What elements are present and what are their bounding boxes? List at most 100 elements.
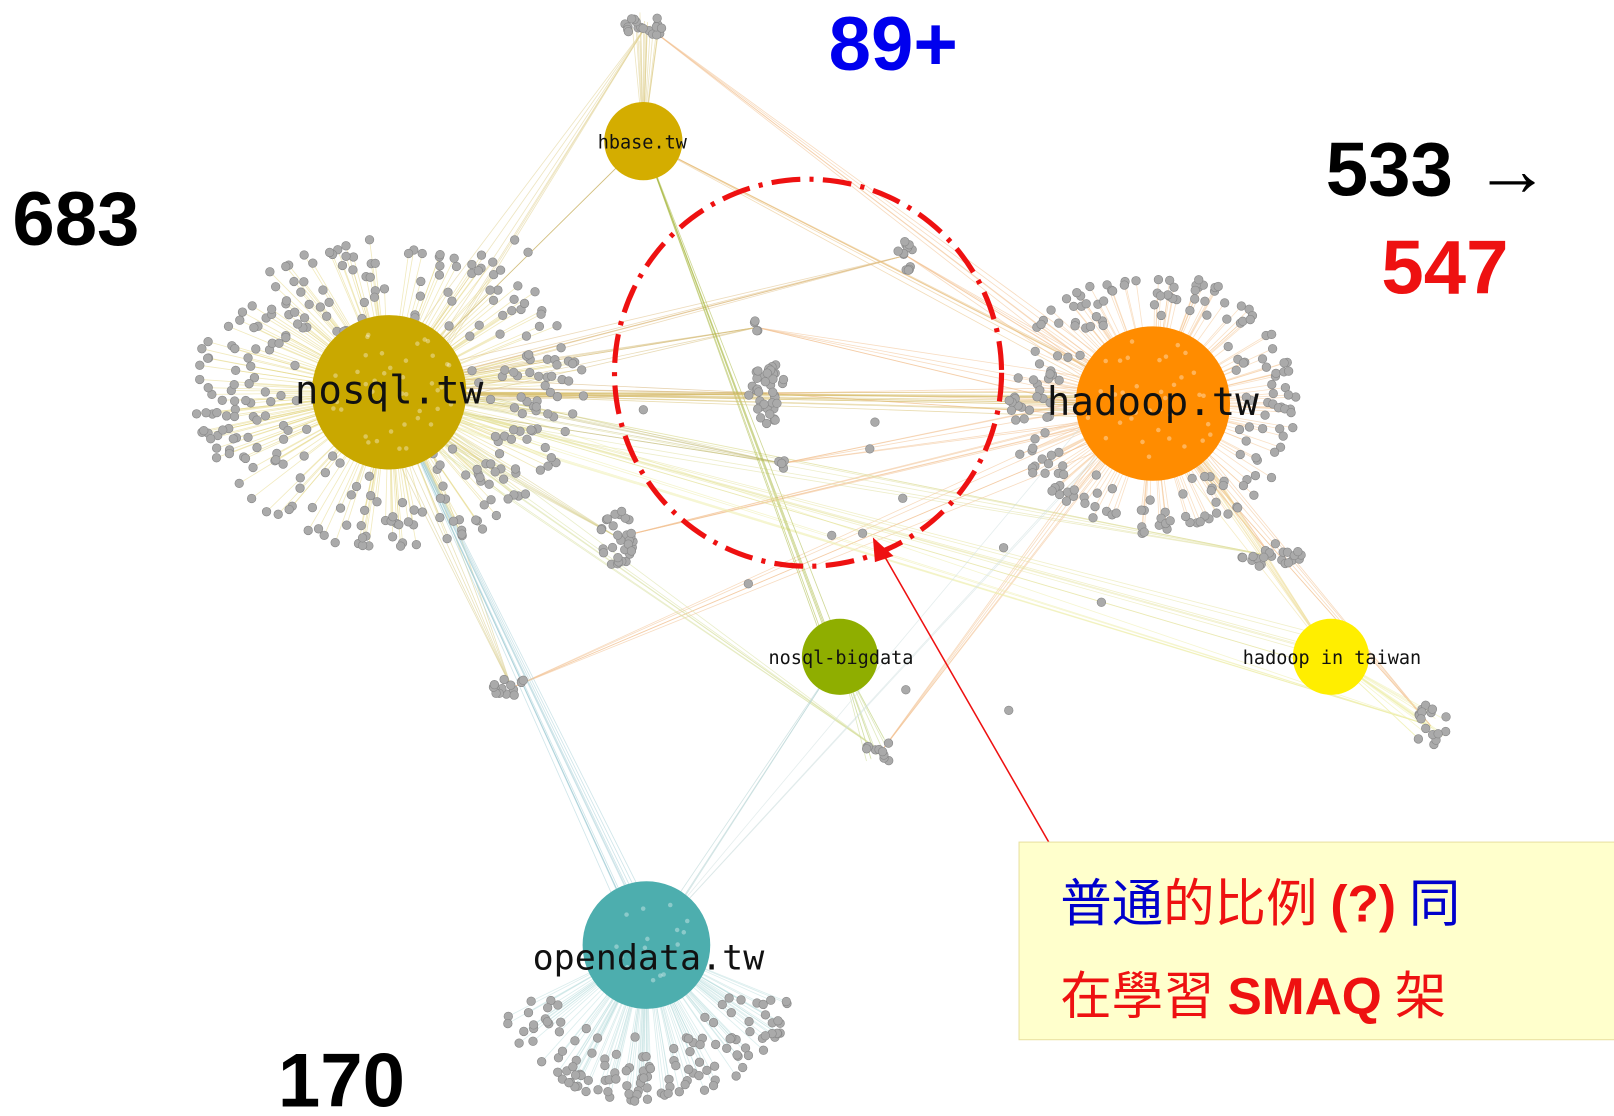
count-label: 533 → — [1326, 128, 1550, 213]
leaf-dot — [1258, 423, 1268, 434]
leaf-dot — [364, 235, 375, 245]
leaf-dot — [998, 543, 1009, 553]
highlight-circle — [611, 176, 1005, 569]
leaf-dot — [191, 409, 202, 419]
inner-dot — [681, 930, 687, 935]
inner-dot — [370, 389, 375, 394]
leaf-dot — [758, 999, 768, 1010]
leaf-dot — [1058, 461, 1068, 471]
leaf-dot — [1011, 415, 1021, 425]
edge — [1172, 410, 1432, 727]
leaf-dot — [434, 270, 445, 280]
leaf-dot — [680, 1079, 690, 1090]
leaf-dot — [237, 307, 248, 317]
inner-dot — [397, 446, 402, 451]
leaf-dot — [387, 532, 398, 542]
inner-dot — [415, 341, 420, 346]
leaf-dot — [252, 442, 262, 453]
inner-dot — [658, 973, 663, 978]
node-label: opendata.tw — [533, 939, 766, 979]
leaf-dot — [760, 377, 770, 387]
leaf-dot — [328, 451, 338, 461]
leaf-dot — [1178, 489, 1188, 499]
leaf-dot — [308, 258, 318, 268]
leaf-dot — [621, 1066, 631, 1076]
leaf-dot — [766, 995, 776, 1005]
leaf-dot — [1054, 489, 1065, 500]
leaf-dot — [1244, 422, 1255, 432]
leaf-dot — [1433, 729, 1443, 739]
inner-dot — [1179, 375, 1184, 380]
leaf-dot — [752, 326, 762, 336]
leaf-dot — [1069, 485, 1079, 495]
leaf-dot — [613, 552, 623, 563]
leaf-dot — [1072, 288, 1082, 298]
inner-dot — [1205, 421, 1211, 427]
leaf-dot — [537, 1057, 547, 1067]
inner-dot — [333, 373, 338, 378]
leaf-dot — [1019, 414, 1029, 424]
leaf-dot — [700, 1012, 710, 1023]
inner-dot — [435, 406, 440, 412]
leaf-dot — [281, 261, 291, 272]
leaf-dot — [626, 14, 637, 24]
leaf-dot — [760, 1031, 770, 1041]
leaf-dot — [738, 1062, 748, 1073]
leaf-dot — [617, 506, 627, 516]
leaf-dot — [1030, 346, 1040, 356]
inner-dot — [417, 408, 422, 414]
inner-dot — [402, 422, 407, 427]
leaf-dot — [526, 996, 536, 1006]
annotation-line: 普通的比例 (?) 同 — [1060, 874, 1460, 933]
node-label: nosql-bigdata — [769, 648, 914, 669]
leaf-dot — [229, 379, 239, 390]
leaf-dot — [370, 258, 380, 268]
leaf-dot — [1238, 358, 1249, 368]
inner-dot — [1158, 389, 1164, 395]
inner-dot — [403, 391, 409, 397]
inner-dot — [1175, 342, 1181, 348]
leaf-dot — [770, 415, 780, 425]
inner-dot — [378, 398, 384, 404]
inner-dot — [614, 944, 619, 949]
leaf-dot — [416, 276, 426, 287]
leaf-dot — [266, 396, 276, 407]
leaf-dot — [523, 247, 533, 257]
leaf-dot — [1267, 329, 1277, 340]
leaf-dot — [372, 497, 382, 507]
leaf-dot — [638, 23, 648, 33]
leaf-dot — [827, 530, 837, 540]
leaf-dot — [1200, 296, 1210, 306]
inner-dot — [661, 972, 666, 977]
annotation-text: (?) — [1330, 874, 1396, 932]
leaf-dot — [490, 467, 500, 477]
annotation-text: 的比例 — [1163, 876, 1317, 933]
leaf-dot — [521, 331, 532, 341]
leaf-dot — [553, 1000, 563, 1010]
leaf-dot — [1211, 497, 1221, 507]
leaf-dot — [519, 298, 530, 309]
inner-dot — [331, 406, 336, 411]
inner-dot — [400, 375, 406, 380]
leaf-dot — [543, 409, 553, 419]
leaf-dot — [1266, 472, 1277, 483]
leaf-dot — [489, 680, 500, 690]
leaf-dot — [758, 1045, 769, 1055]
inner-dot — [429, 381, 435, 386]
leaf-dot — [324, 297, 334, 308]
inner-dot — [1157, 357, 1162, 363]
leaf-dot — [1047, 486, 1057, 496]
leaf-dot — [509, 294, 519, 305]
leaf-dot — [731, 1071, 741, 1081]
edge — [396, 400, 1431, 727]
leaf-dot — [240, 453, 251, 464]
leaf-dot — [1030, 434, 1040, 444]
leaf-dot — [753, 366, 763, 376]
leaf-dot — [1202, 310, 1212, 320]
hub-hadoop — [1075, 326, 1231, 481]
leaf-dot — [1245, 314, 1255, 325]
leaf-dot — [528, 1036, 538, 1046]
leaf-dot — [543, 461, 553, 471]
edge — [617, 410, 1153, 538]
leaf-dot — [1223, 509, 1233, 519]
